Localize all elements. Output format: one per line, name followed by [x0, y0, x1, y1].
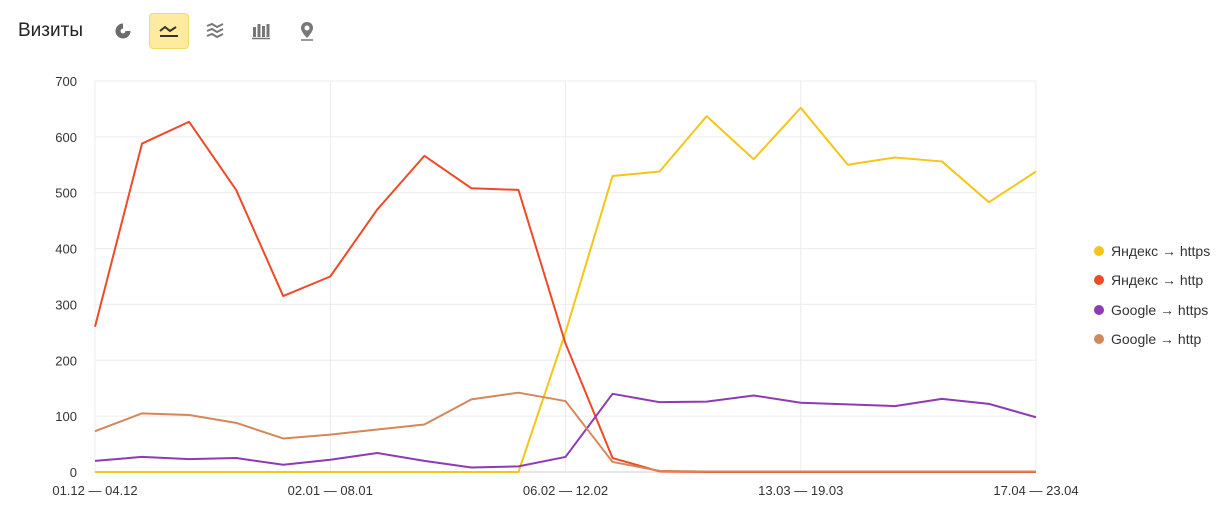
series-line-2	[94, 392, 1037, 469]
chart-legend: Яндекс → https Яндекс → http Google → http…	[1094, 236, 1210, 354]
x-tick-label: 17.04 — 23.04	[993, 483, 1078, 498]
legend-item[interactable]: Google → http	[1094, 325, 1210, 355]
y-tick-label: 300	[55, 297, 77, 312]
area-chart-button[interactable]	[195, 13, 235, 49]
y-tick-label: 0	[70, 465, 77, 480]
y-axis-ticks: 0 100 200 300 400 500 600 700	[55, 74, 77, 480]
chart-series	[94, 106, 1037, 473]
y-tick-label: 500	[55, 186, 77, 201]
y-tick-label: 200	[55, 353, 77, 368]
legend-marker	[1094, 334, 1104, 345]
line-chart-button[interactable]	[148, 13, 189, 49]
pie-chart-button[interactable]	[103, 13, 143, 49]
map-button[interactable]	[287, 13, 327, 49]
legend-label: Яндекс → http	[1111, 272, 1204, 289]
legend-label: Яндекс → https	[1111, 242, 1211, 259]
legend-label: Google → https	[1111, 301, 1209, 318]
y-tick-label: 100	[55, 409, 77, 424]
series-line-3	[94, 391, 1036, 473]
y-tick-label: 400	[55, 242, 77, 257]
legend-label: Google → http	[1111, 331, 1202, 348]
area-chart-icon	[206, 22, 224, 39]
series-line-0	[95, 106, 1037, 473]
chart-grid	[94, 80, 1037, 473]
map-pin-icon	[300, 22, 313, 41]
y-tick-label: 700	[55, 74, 77, 89]
legend-item[interactable]: Яндекс → http	[1094, 266, 1210, 296]
chart-title: Визиты	[18, 20, 83, 41]
pie-chart-icon	[115, 23, 131, 39]
x-tick-label: 02.01 — 08.01	[288, 483, 373, 498]
legend-item[interactable]: Яндекс → https	[1094, 236, 1210, 266]
legend-marker	[1094, 245, 1104, 256]
chart-toolbar: Визиты	[18, 12, 333, 50]
bar-chart-button[interactable]	[241, 13, 281, 49]
x-tick-label: 01.12 — 04.12	[52, 483, 137, 498]
x-tick-label: 06.02 — 12.02	[523, 483, 608, 498]
x-axis-ticks: 01.12 — 04.12 02.01 — 08.01 06.02 — 12.02 1…	[52, 483, 1078, 498]
legend-marker	[1094, 275, 1104, 286]
legend-marker	[1094, 304, 1104, 315]
line-chart-icon	[159, 25, 178, 37]
y-tick-label: 600	[55, 130, 77, 145]
x-tick-label: 13.03 — 19.03	[758, 483, 843, 498]
legend-item[interactable]: Google → https	[1094, 295, 1210, 325]
line-chart: 0 100 200 300 400 500 600 700 01.12 — 04.12 02.0…	[52, 74, 1078, 498]
bar-chart-icon	[251, 24, 270, 40]
